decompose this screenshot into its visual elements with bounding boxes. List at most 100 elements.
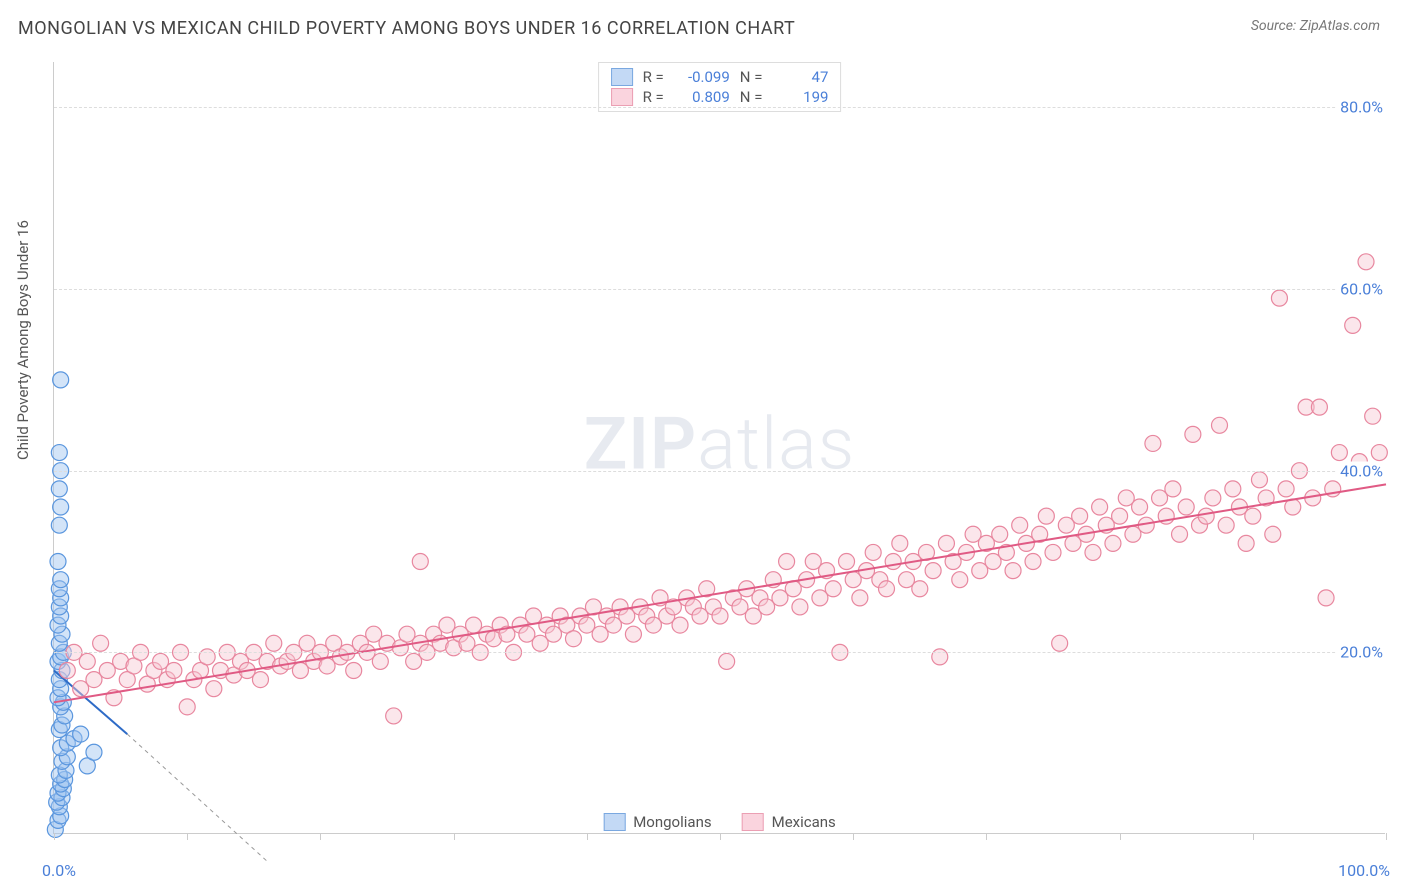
data-point (179, 699, 195, 715)
legend-label-mongolians: Mongolians (633, 813, 711, 831)
data-point (879, 581, 895, 597)
data-point (1365, 408, 1381, 424)
x-tick (1386, 833, 1387, 840)
data-point (50, 554, 66, 570)
stat-row: R = -0.099 N = 47 (611, 67, 829, 87)
data-point (1198, 508, 1214, 524)
data-point (1025, 554, 1041, 570)
data-point (59, 663, 75, 679)
x-axis-min-label: 0.0% (42, 861, 76, 880)
data-point (53, 499, 69, 515)
data-point (1331, 445, 1347, 461)
y-tick-label: 60.0% (1336, 280, 1387, 299)
data-point (412, 554, 428, 570)
data-point (51, 445, 67, 461)
data-point (1012, 517, 1028, 533)
data-point (625, 626, 641, 642)
data-point (792, 599, 808, 615)
data-point (779, 554, 795, 570)
gridline (54, 652, 1385, 653)
data-point (372, 653, 388, 669)
n-value-mongolians: 47 (772, 68, 828, 86)
data-point (86, 744, 102, 760)
data-point (912, 581, 928, 597)
data-point (1278, 481, 1294, 497)
y-axis-label: Child Poverty Among Boys Under 16 (14, 220, 32, 460)
data-point (252, 672, 268, 688)
y-tick-label: 80.0% (1336, 98, 1387, 117)
trend-line (54, 484, 1386, 702)
r-label: R = (643, 88, 664, 106)
data-point (1145, 435, 1161, 451)
n-label: N = (740, 68, 763, 86)
data-point (712, 608, 728, 624)
data-point (1358, 254, 1374, 270)
data-point (93, 635, 109, 651)
data-point (1085, 544, 1101, 560)
data-point (952, 572, 968, 588)
data-point (672, 617, 688, 633)
data-point (852, 590, 868, 606)
data-point (79, 653, 95, 669)
data-point (1105, 535, 1121, 551)
data-point (839, 554, 855, 570)
data-point (932, 649, 948, 665)
data-point (1045, 544, 1061, 560)
x-tick (187, 833, 188, 840)
data-point (1165, 481, 1181, 497)
data-point (1185, 426, 1201, 442)
source-name: ZipAtlas.com (1300, 18, 1380, 34)
swatch-mongolians (611, 68, 633, 86)
data-point (1318, 590, 1334, 606)
x-tick (1120, 833, 1121, 840)
data-point (925, 563, 941, 579)
data-point (565, 631, 581, 647)
source-attribution: Source: ZipAtlas.com (1251, 18, 1380, 34)
r-value-mexicans: 0.809 (674, 88, 730, 106)
data-point (386, 708, 402, 724)
data-point (1005, 563, 1021, 579)
r-value-mongolians: -0.099 (674, 68, 730, 86)
data-point (1311, 399, 1327, 415)
legend-item: Mongolians (603, 813, 711, 831)
x-tick (54, 833, 55, 840)
data-point (865, 544, 881, 560)
trend-line-extrapolated (127, 734, 267, 861)
x-tick (320, 833, 321, 840)
x-tick (1253, 833, 1254, 840)
x-tick (720, 833, 721, 840)
data-point (1132, 499, 1148, 515)
x-tick (986, 833, 987, 840)
data-point (53, 372, 69, 388)
data-point (1218, 517, 1234, 533)
data-point (1172, 526, 1188, 542)
n-value-mexicans: 199 (772, 88, 828, 106)
x-tick (853, 833, 854, 840)
data-point (1238, 535, 1254, 551)
r-label: R = (643, 68, 664, 86)
x-tick (587, 833, 588, 840)
data-point (53, 572, 69, 588)
stat-legend-box: R = -0.099 N = 47 R = 0.809 N = 199 (598, 62, 842, 112)
data-point (51, 481, 67, 497)
data-point (73, 726, 89, 742)
data-point (206, 681, 222, 697)
y-tick-label: 20.0% (1336, 643, 1387, 662)
gridline (54, 471, 1385, 472)
data-point (1038, 508, 1054, 524)
gridline (54, 107, 1385, 108)
scatter-svg (54, 62, 1385, 833)
data-point (199, 649, 215, 665)
data-point (1251, 472, 1267, 488)
data-point (1245, 508, 1261, 524)
n-label: N = (740, 88, 763, 106)
data-point (1092, 499, 1108, 515)
data-point (1371, 445, 1387, 461)
legend-item: Mexicans (742, 813, 836, 831)
swatch-mongolians (603, 813, 625, 831)
data-point (892, 535, 908, 551)
chart-plot-area: ZIPatlas R = -0.099 N = 47 R = 0.809 N =… (53, 62, 1385, 834)
x-axis-max-label: 100.0% (1338, 861, 1390, 880)
data-point (1345, 317, 1361, 333)
swatch-mexicans (611, 88, 633, 106)
